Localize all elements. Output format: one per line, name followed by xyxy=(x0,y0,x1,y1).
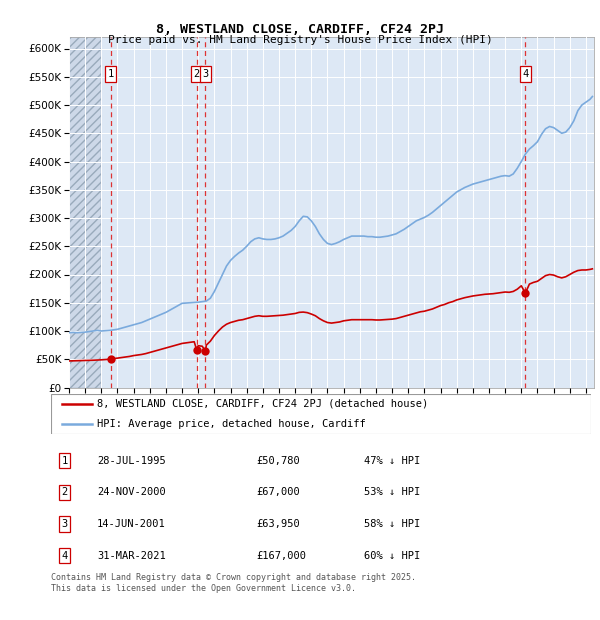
Polygon shape xyxy=(69,37,101,387)
Text: Contains HM Land Registry data © Crown copyright and database right 2025.
This d: Contains HM Land Registry data © Crown c… xyxy=(51,574,416,593)
Text: 1: 1 xyxy=(61,456,68,466)
Text: £67,000: £67,000 xyxy=(256,487,300,497)
FancyBboxPatch shape xyxy=(51,394,591,434)
Text: 2: 2 xyxy=(61,487,68,497)
Text: 3: 3 xyxy=(202,69,209,79)
Text: £63,950: £63,950 xyxy=(256,519,300,529)
Text: 4: 4 xyxy=(61,551,68,561)
Text: 24-NOV-2000: 24-NOV-2000 xyxy=(97,487,166,497)
Text: 4: 4 xyxy=(522,69,529,79)
Text: 14-JUN-2001: 14-JUN-2001 xyxy=(97,519,166,529)
Text: 2: 2 xyxy=(193,69,200,79)
Text: £167,000: £167,000 xyxy=(256,551,306,561)
Text: 60% ↓ HPI: 60% ↓ HPI xyxy=(364,551,421,561)
Text: 53% ↓ HPI: 53% ↓ HPI xyxy=(364,487,421,497)
Text: 3: 3 xyxy=(61,519,68,529)
Text: 1: 1 xyxy=(107,69,113,79)
Text: 8, WESTLAND CLOSE, CARDIFF, CF24 2PJ: 8, WESTLAND CLOSE, CARDIFF, CF24 2PJ xyxy=(156,23,444,36)
Text: HPI: Average price, detached house, Cardiff: HPI: Average price, detached house, Card… xyxy=(97,419,365,429)
Text: 47% ↓ HPI: 47% ↓ HPI xyxy=(364,456,421,466)
Text: Price paid vs. HM Land Registry's House Price Index (HPI): Price paid vs. HM Land Registry's House … xyxy=(107,35,493,45)
Text: 58% ↓ HPI: 58% ↓ HPI xyxy=(364,519,421,529)
Text: 31-MAR-2021: 31-MAR-2021 xyxy=(97,551,166,561)
Text: 28-JUL-1995: 28-JUL-1995 xyxy=(97,456,166,466)
Text: 8, WESTLAND CLOSE, CARDIFF, CF24 2PJ (detached house): 8, WESTLAND CLOSE, CARDIFF, CF24 2PJ (de… xyxy=(97,399,428,409)
Text: £50,780: £50,780 xyxy=(256,456,300,466)
